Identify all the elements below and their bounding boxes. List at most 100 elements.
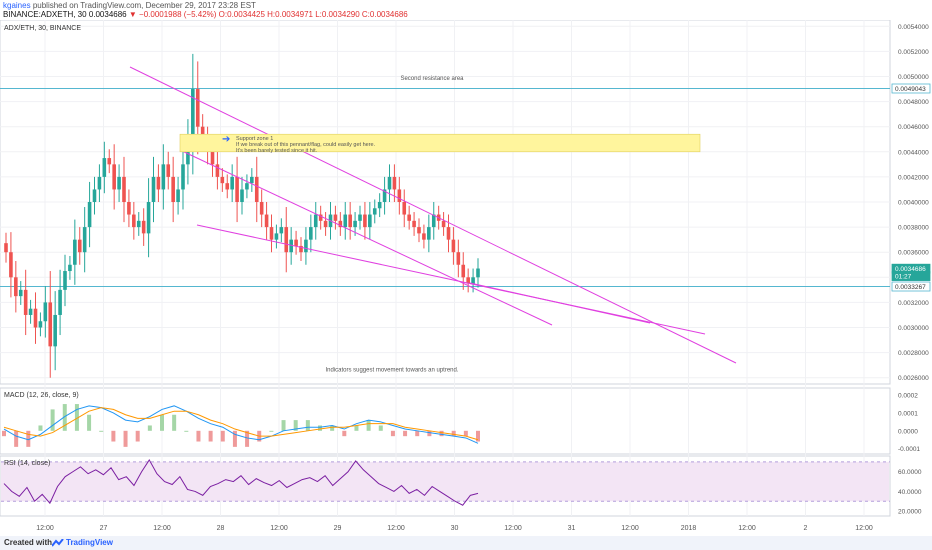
- candle-body: [63, 271, 67, 290]
- y-tick-label: 0.0030000: [898, 325, 929, 332]
- candle-body: [318, 214, 323, 221]
- candle-body: [112, 164, 116, 190]
- tradingview-brand[interactable]: TradingView: [66, 538, 113, 547]
- down-arrow-icon: ▼: [128, 10, 137, 19]
- candle-body: [82, 227, 87, 253]
- candle-body: [9, 252, 13, 278]
- candle-body: [427, 227, 431, 240]
- macd-y-tick-label: 0.0001: [898, 410, 918, 417]
- x-tick-label: 12:00: [621, 525, 639, 532]
- macd-histogram-bar: [2, 430, 6, 437]
- candle-body: [18, 289, 23, 297]
- author-link[interactable]: kgaines: [3, 1, 31, 10]
- candle-body: [358, 214, 362, 221]
- macd-histogram-bar: [62, 404, 67, 431]
- candle-body: [412, 220, 416, 228]
- candle-body: [245, 183, 249, 190]
- macd-histogram-bar: [208, 430, 213, 442]
- macd-histogram-bar: [427, 430, 432, 437]
- price-tag-label: 01:27: [895, 274, 912, 281]
- ohlc-values: O:0.0034425 H:0.0034971 L:0.0034290 C:0.…: [218, 10, 408, 19]
- price-tag-box: [891, 271, 931, 281]
- candle-body: [392, 176, 397, 190]
- x-tick-label: 31: [568, 525, 576, 532]
- macd-histogram-bar: [342, 430, 347, 437]
- price-tag-box: [891, 83, 931, 94]
- rsi-y-tick-label: 60.0000: [898, 469, 922, 476]
- support-zone-box: [179, 133, 701, 153]
- candle-body: [28, 308, 33, 315]
- candle-body: [210, 151, 215, 165]
- candle-body: [181, 164, 185, 190]
- candle-body: [48, 302, 53, 347]
- macd-histogram-bar: [451, 430, 456, 437]
- y-tick-label: 0.0054000: [898, 24, 929, 31]
- chart-annotation: Second resistance area: [400, 76, 464, 82]
- candle-body: [363, 214, 367, 228]
- candle-body: [136, 220, 141, 228]
- candle-body: [431, 214, 436, 228]
- rsi-y-tick-label: 20.0000: [898, 509, 922, 516]
- x-tick-label: 12:00: [855, 525, 873, 532]
- candle-body: [156, 176, 161, 190]
- macd-histogram-bar: [74, 404, 79, 431]
- candle-body: [471, 277, 475, 284]
- price-tag-label: 0.0033267: [895, 284, 926, 291]
- y-tick-label: 0.0028000: [898, 350, 929, 357]
- candle-body: [250, 176, 254, 184]
- candle-body: [348, 214, 352, 228]
- candle-body: [225, 183, 230, 190]
- y-tick-label: 0.0048000: [898, 99, 929, 106]
- trend-line: [469, 282, 651, 324]
- candle-body: [456, 252, 461, 265]
- candle-body: [377, 202, 382, 209]
- candle-body: [23, 289, 28, 315]
- macd-histogram-bar: [269, 430, 274, 432]
- candle-body: [309, 227, 313, 240]
- macd-title: MACD (12, 26, close, 9): [4, 392, 79, 399]
- candle-body: [122, 176, 126, 202]
- macd-histogram-bar: [305, 420, 310, 431]
- candle-body: [102, 158, 107, 177]
- candle-body: [269, 227, 274, 240]
- candle-body: [200, 126, 205, 140]
- candle-body: [466, 277, 470, 284]
- candle-body: [161, 164, 166, 190]
- candle-body: [53, 314, 57, 347]
- macd-histogram-bar: [147, 425, 152, 431]
- candle-body: [461, 264, 466, 278]
- price-tag-label: 0.0049043: [895, 86, 926, 93]
- candle-body: [343, 214, 348, 228]
- macd-histogram-bar: [378, 425, 383, 431]
- support-note-line1: Support zone 1: [236, 136, 273, 142]
- macd-histogram-bar: [390, 430, 395, 437]
- rsi-y-tick-label: 40.0000: [898, 489, 922, 496]
- macd-histogram-bar: [245, 430, 250, 447]
- candle-body: [451, 239, 456, 253]
- macd-histogram-bar: [99, 430, 104, 432]
- x-tick-label: 2018: [681, 525, 697, 532]
- macd-histogram-bar: [50, 409, 55, 431]
- candle-body: [220, 176, 225, 184]
- candle-body: [230, 176, 234, 190]
- x-tick-label: 12:00: [504, 525, 522, 532]
- y-tick-label: 0.0038000: [898, 225, 929, 232]
- macd-histogram-bar: [281, 420, 286, 431]
- macd-histogram-bar: [172, 414, 177, 431]
- x-tick-label: 27: [100, 525, 108, 532]
- x-tick-label: 12:00: [153, 525, 171, 532]
- macd-histogram-bar: [220, 430, 225, 442]
- candle-body: [176, 189, 180, 202]
- candle-body: [279, 227, 284, 234]
- candle-body: [107, 158, 112, 165]
- candle-body: [132, 214, 136, 228]
- support-note-line2: If we break out of this pennant/flag, co…: [236, 142, 376, 148]
- macd-histogram-bar: [87, 414, 92, 431]
- macd-histogram-bar: [123, 430, 128, 447]
- macd-y-tick-label: 0.0002: [898, 393, 918, 400]
- footer-bar: Created with TradingView: [0, 536, 932, 550]
- chart-area[interactable]: 12:00 27 12:00 28 12:00 29 12:00 30 12:00 31 12:00…: [0, 20, 932, 536]
- macd-y-tick-label: 0.0000: [898, 428, 918, 435]
- x-tick-label: 12:00: [387, 525, 405, 532]
- macd-histogram-bar: [463, 430, 468, 437]
